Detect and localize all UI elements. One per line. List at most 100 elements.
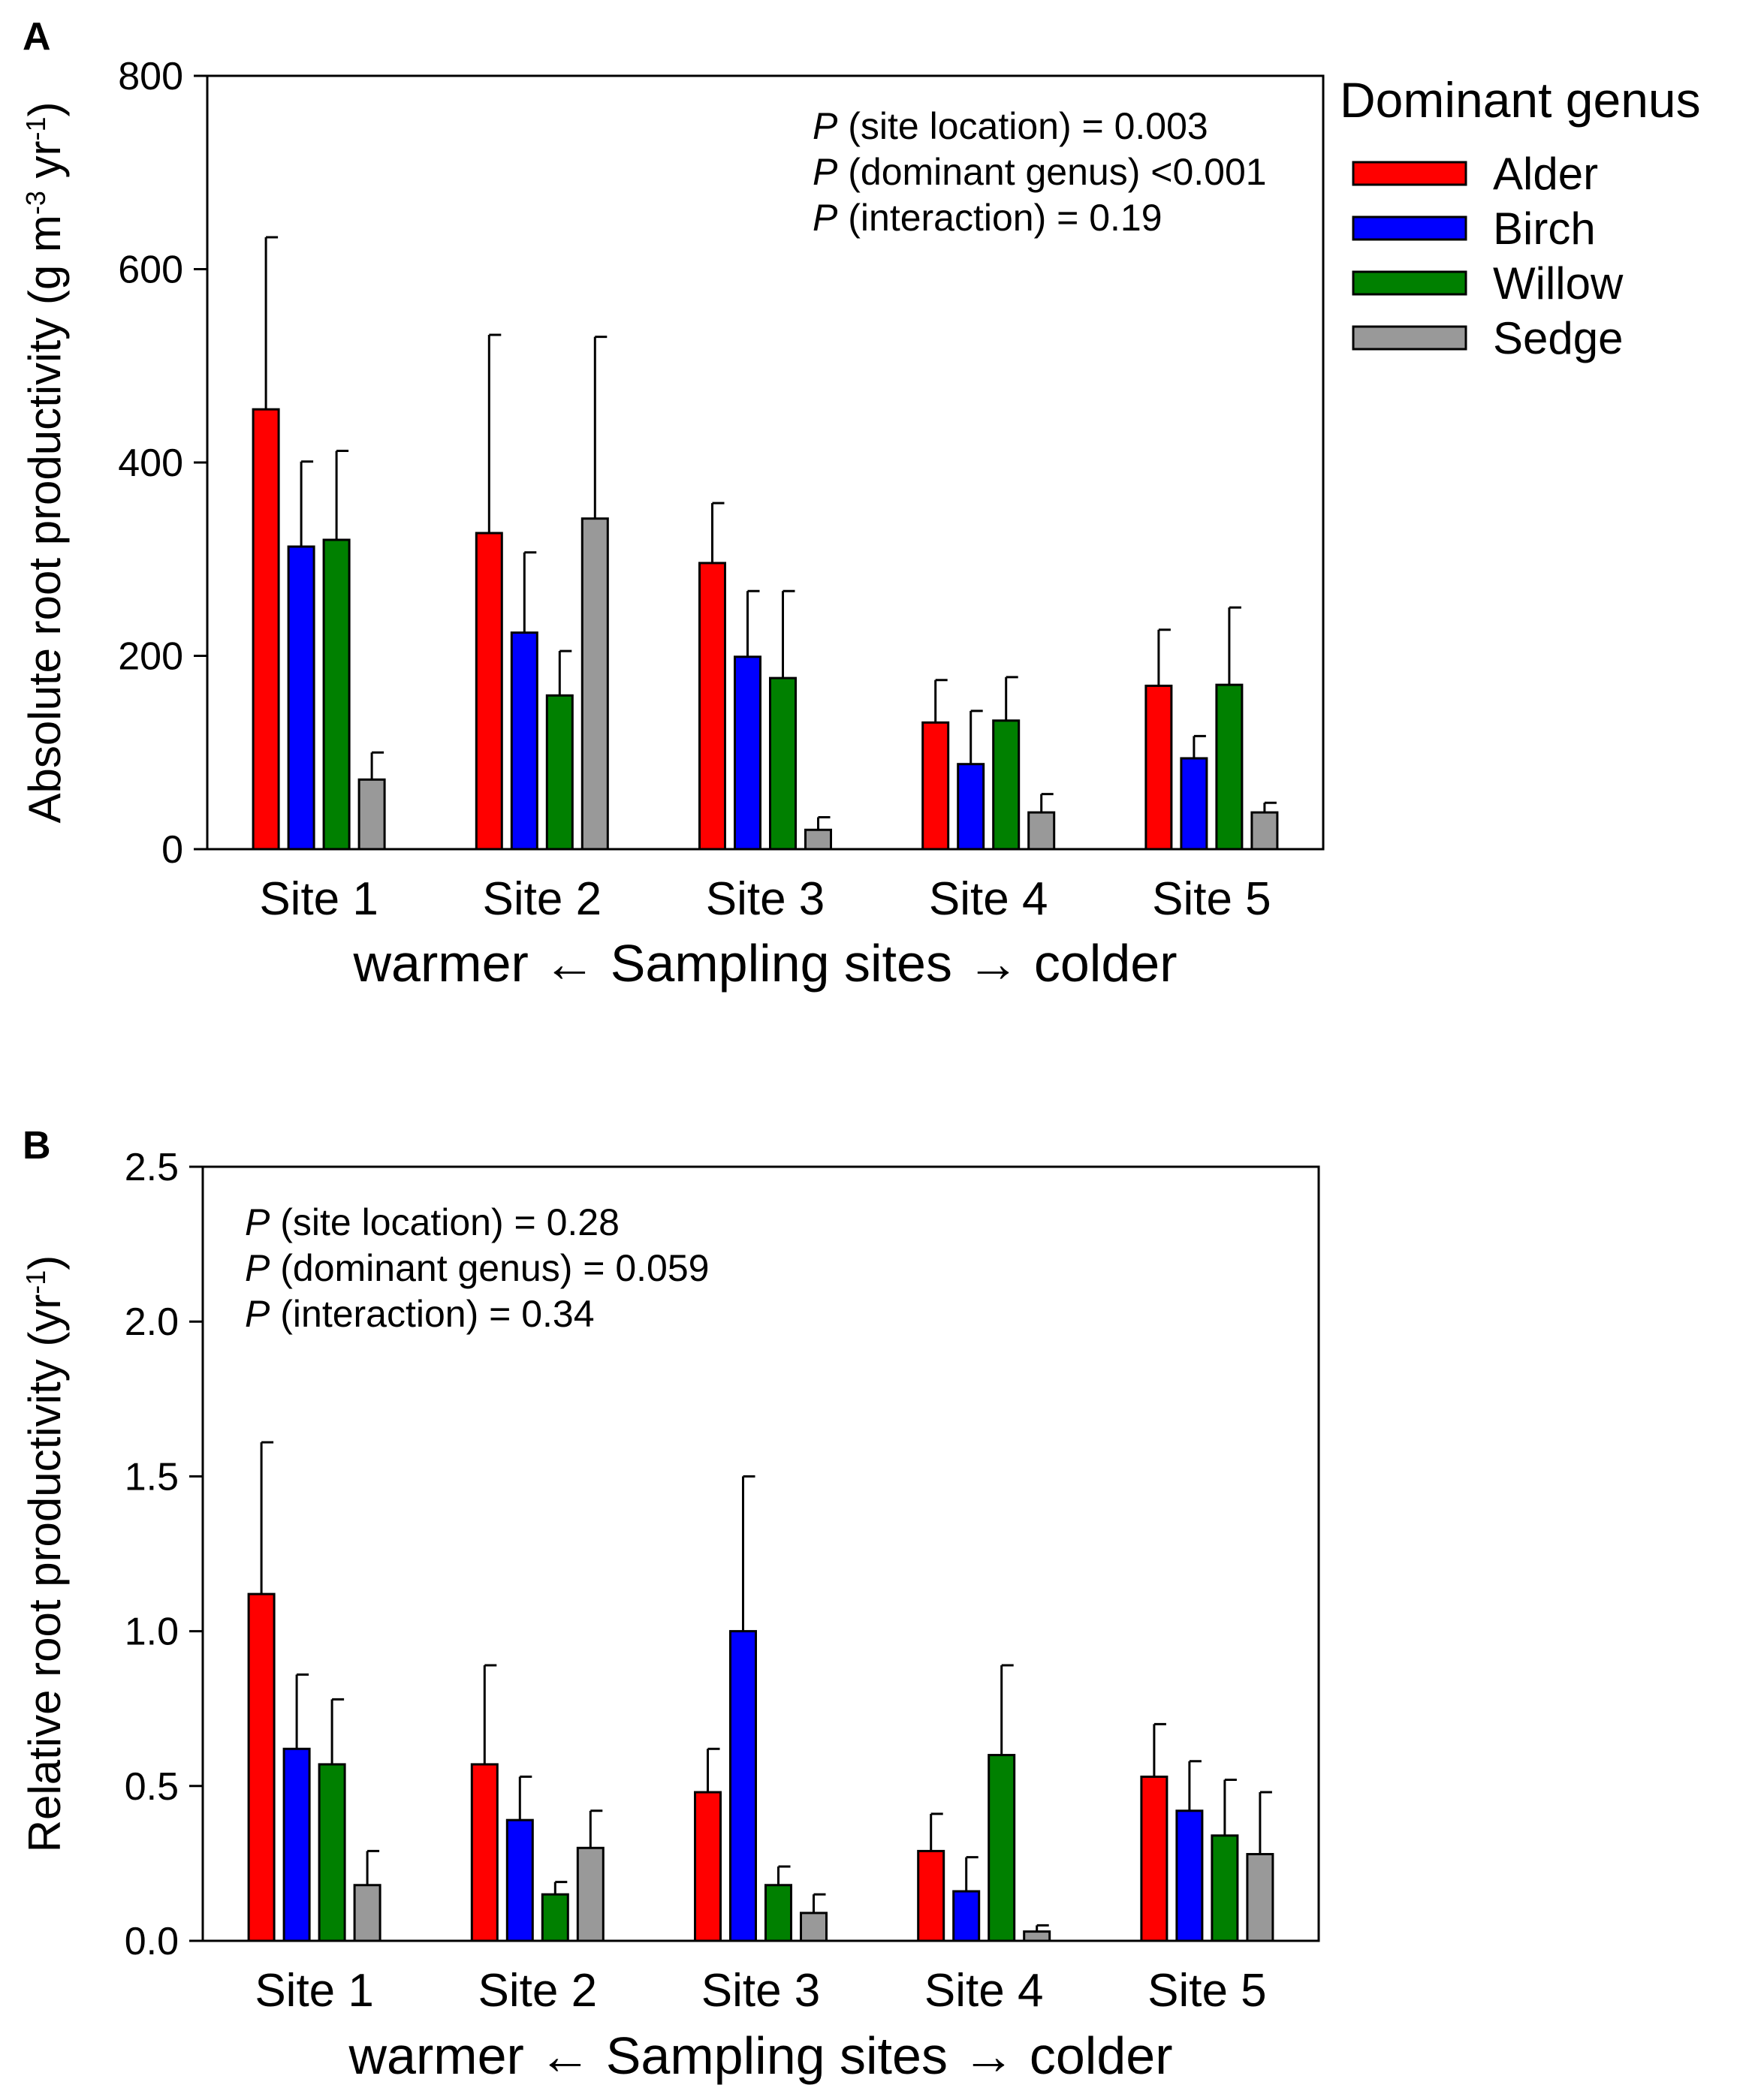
y-tick-label: 1.0: [125, 1610, 179, 1654]
x-tick-label: Site 3: [701, 1965, 821, 2017]
y-tick-label: 0.5: [125, 1765, 179, 1809]
y-axis-label: Relative root productivity (yr-1): [20, 1255, 70, 1853]
arrow-left-icon: ←: [529, 934, 611, 993]
arrow-right-icon: →: [948, 2026, 1030, 2085]
plot-frame: [206, 74, 1325, 851]
p-value-annotation: P (interaction) = 0.34: [245, 1293, 595, 1335]
p-value-annotation: P (dominant genus) <0.001: [813, 151, 1267, 193]
x-axis-label-center: Sampling sites: [606, 2026, 948, 2085]
p-value-text: (site location) = 0.003: [837, 105, 1208, 147]
y-axis-label-sup: -3: [20, 191, 51, 215]
y-axis-label: Absolute root productivity (g m-3 yr-1): [20, 101, 70, 823]
bar-willow-site-1: [318, 1763, 346, 1942]
bar-birch-site-2: [505, 1818, 534, 1942]
x-axis-label-right: colder: [1030, 2026, 1173, 2085]
p-value-text: (interaction) = 0.19: [837, 197, 1162, 239]
panel-letter-b: B: [23, 1124, 51, 1168]
bar-sedge-site-3: [800, 1912, 828, 1942]
y-tick-label: 0.0: [125, 1920, 179, 1963]
y-tick-label: 2.0: [125, 1300, 179, 1344]
x-tick-label: Site 4: [929, 873, 1048, 925]
legend-title: Dominant genus: [1340, 72, 1701, 128]
legend-label-alder: Alder: [1493, 149, 1598, 199]
p-value-text: (dominant genus) = 0.059: [270, 1247, 709, 1289]
bar-willow-site-4: [992, 719, 1021, 851]
x-axis-label-right: colder: [1034, 934, 1178, 993]
bar-willow-site-2: [541, 1893, 569, 1942]
bar-alder-site-4: [917, 1849, 945, 1942]
legend-swatch-birch: [1352, 215, 1467, 241]
bar-sedge-site-4: [1027, 811, 1056, 851]
bar-alder-site-2: [470, 1763, 499, 1942]
p-value-annotation: P (dominant genus) = 0.059: [245, 1247, 709, 1289]
y-tick-label: 2.5: [125, 1146, 179, 1189]
bar-alder-site-2: [475, 532, 503, 851]
bar-birch-site-4: [952, 1890, 981, 1942]
p-value-annotation: P (interaction) = 0.19: [813, 197, 1162, 239]
legend-label-birch: Birch: [1493, 203, 1596, 254]
bar-alder-site-1: [247, 1592, 276, 1942]
arrow-right-icon: →: [952, 934, 1034, 993]
y-axis-label-sup: -1: [20, 1270, 51, 1294]
legend-swatch-willow: [1352, 270, 1467, 296]
y-tick-label: 200: [118, 635, 183, 679]
plot-frame: [201, 1165, 1320, 1942]
y-axis-label-end: ): [20, 1255, 70, 1270]
y-tick-label: 0: [161, 828, 183, 872]
p-value-text: (site location) = 0.28: [270, 1201, 620, 1243]
bar-sedge-site-2: [576, 1846, 605, 1942]
y-tick-label: 1.5: [125, 1455, 179, 1499]
legend-label-sedge: Sedge: [1493, 313, 1624, 363]
bar-willow-site-2: [545, 694, 574, 851]
p-value-symbol: P: [813, 151, 838, 193]
bar-sedge-site-3: [804, 828, 832, 851]
legend-swatch-alder: [1352, 161, 1467, 186]
bar-alder-site-4: [921, 721, 950, 851]
bar-willow-site-1: [322, 538, 351, 851]
x-axis-label: warmer ← Sampling sites → colder: [348, 2026, 1172, 2085]
bar-sedge-site-2: [580, 517, 609, 851]
bar-birch-site-1: [287, 545, 315, 851]
x-tick-label: Site 2: [478, 1965, 598, 2017]
p-value-annotation: P (site location) = 0.003: [813, 105, 1208, 147]
panel-a: A 0 200 400 600 800 Site 1 Site 2 Site 3 Site 4 Si…: [20, 15, 1325, 993]
x-tick-label: Site 5: [1147, 1965, 1267, 2017]
p-value-annotation: P (site location) = 0.28: [245, 1201, 620, 1243]
bar-birch-site-4: [957, 763, 985, 851]
bar-sedge-site-5: [1250, 811, 1279, 851]
p-value-symbol: P: [245, 1293, 270, 1335]
x-axis-label-left: warmer: [352, 934, 528, 993]
panel-letter-a: A: [23, 15, 51, 59]
bar-willow-site-5: [1215, 683, 1244, 851]
p-value-text: (interaction) = 0.34: [270, 1293, 594, 1335]
bar-alder-site-1: [252, 408, 280, 851]
bar-willow-site-4: [988, 1754, 1016, 1942]
x-tick-label: Site 1: [255, 1965, 374, 2017]
bar-birch-site-3: [729, 1630, 757, 1942]
bar-birch-site-2: [510, 631, 538, 851]
bar-birch-site-5: [1175, 1809, 1204, 1942]
panel-b: B 0.0 0.5 1.0 1.5 2.0 2.5 Site 1 Site 2 Site 3 Sit…: [20, 1124, 1320, 2085]
x-axis-label-center: Sampling sites: [611, 934, 952, 993]
y-tick-label: 400: [118, 441, 183, 485]
bar-sedge-site-5: [1246, 1853, 1274, 1942]
bar-sedge-site-1: [357, 778, 386, 851]
x-axis-label-left: warmer: [348, 2026, 523, 2085]
x-tick-label: Site 3: [706, 873, 825, 925]
bar-birch-site-1: [282, 1747, 311, 1942]
p-value-symbol: P: [813, 105, 838, 147]
p-value-text: (dominant genus) <0.001: [837, 151, 1266, 193]
x-tick-label: Site 5: [1152, 873, 1271, 925]
bar-alder-site-5: [1140, 1775, 1169, 1942]
bar-birch-site-3: [734, 655, 761, 851]
y-tick-label: 800: [118, 55, 183, 98]
bar-willow-site-3: [764, 1884, 792, 1942]
y-axis-label-end: ): [20, 101, 70, 116]
bar-alder-site-3: [698, 562, 726, 851]
x-tick-label: Site 2: [483, 873, 602, 925]
legend-label-willow: Willow: [1493, 258, 1624, 309]
p-value-symbol: P: [813, 197, 838, 239]
bar-alder-site-5: [1144, 684, 1173, 851]
arrow-left-icon: ←: [524, 2026, 606, 2085]
